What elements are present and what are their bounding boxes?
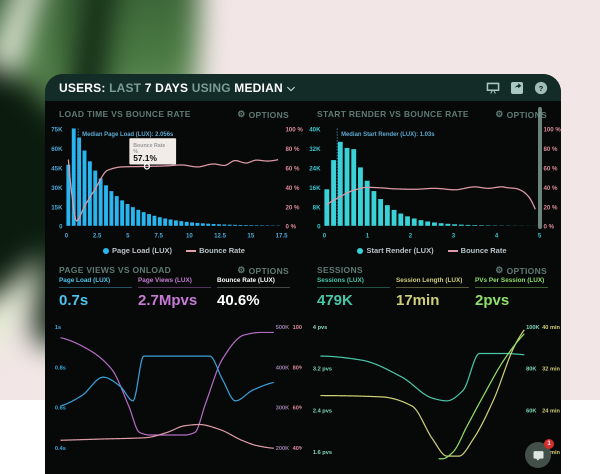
svg-text:16K: 16K [309,185,321,192]
svg-text:8K: 8K [313,204,321,211]
svg-text:15: 15 [247,232,254,239]
svg-text:Median Start Render (LUX): 1.0: Median Start Render (LUX): 1.03s [341,132,435,138]
svg-text:2.5: 2.5 [93,232,102,239]
svg-text:4 pvs: 4 pvs [313,325,327,331]
svg-text:?: ? [539,84,544,93]
svg-text:0.4s: 0.4s [55,446,66,452]
svg-text:20 %: 20 % [285,204,300,211]
svg-text:30K: 30K [51,185,63,192]
svg-text:32K: 32K [309,146,321,153]
svg-text:75K: 75K [51,126,63,133]
svg-text:Median Page Load (LUX): 2.056s: Median Page Load (LUX): 2.056s [82,132,174,138]
svg-text:12.5: 12.5 [214,232,227,239]
svg-text:17.5: 17.5 [276,232,289,239]
svg-text:7.5: 7.5 [154,232,163,239]
svg-text:60K: 60K [51,146,63,153]
svg-text:Bounce Rate: Bounce Rate [133,143,165,149]
svg-text:80K: 80K [526,367,537,373]
svg-text:2: 2 [409,232,413,239]
svg-text:57.1%: 57.1% [133,153,157,163]
svg-text:60%: 60% [293,406,302,412]
svg-text:20 %: 20 % [543,204,558,211]
svg-text:0: 0 [65,232,69,239]
svg-text:10: 10 [186,232,193,239]
svg-text:0 %: 0 % [285,224,296,231]
svg-text:32 min: 32 min [542,367,560,373]
svg-text:200K: 200K [276,446,290,452]
svg-text:1.6 pvs: 1.6 pvs [313,450,332,456]
svg-text:40%: 40% [293,446,302,452]
svg-text:2.4 pvs: 2.4 pvs [313,408,332,414]
svg-text:40 %: 40 % [285,185,300,192]
svg-text:40K: 40K [309,126,321,133]
svg-text:0: 0 [59,224,63,231]
svg-text:0.6s: 0.6s [55,406,66,412]
svg-text:5: 5 [538,232,542,239]
svg-text:100%: 100% [293,325,302,331]
svg-text:3.2 pvs: 3.2 pvs [313,367,332,373]
svg-text:40 min: 40 min [542,325,560,331]
svg-text:0: 0 [323,232,327,239]
svg-text:0.8s: 0.8s [55,365,66,371]
svg-text:300K: 300K [276,406,290,412]
svg-text:80%: 80% [293,365,302,371]
svg-text:5: 5 [126,232,130,239]
svg-text:24 min: 24 min [542,408,560,414]
svg-text:400K: 400K [276,365,290,371]
svg-text:60K: 60K [526,408,537,414]
svg-text:4: 4 [495,232,499,239]
svg-text:45K: 45K [51,165,63,172]
svg-text:15K: 15K [51,204,63,211]
svg-text:3: 3 [452,232,456,239]
svg-text:100K: 100K [526,325,540,331]
svg-text:0 %: 0 % [543,224,554,231]
svg-text:60 %: 60 % [285,165,300,172]
svg-text:60 %: 60 % [543,165,558,172]
svg-text:40 %: 40 % [543,185,558,192]
svg-text:1s: 1s [55,325,61,331]
svg-text:100 %: 100 % [543,126,561,133]
svg-text:100 %: 100 % [285,126,303,133]
svg-text:80 %: 80 % [543,146,558,153]
svg-text:24K: 24K [309,165,321,172]
svg-text:0: 0 [317,224,321,231]
svg-text:1: 1 [366,232,370,239]
svg-text:500K: 500K [276,325,290,331]
svg-text:80 %: 80 % [285,146,300,153]
